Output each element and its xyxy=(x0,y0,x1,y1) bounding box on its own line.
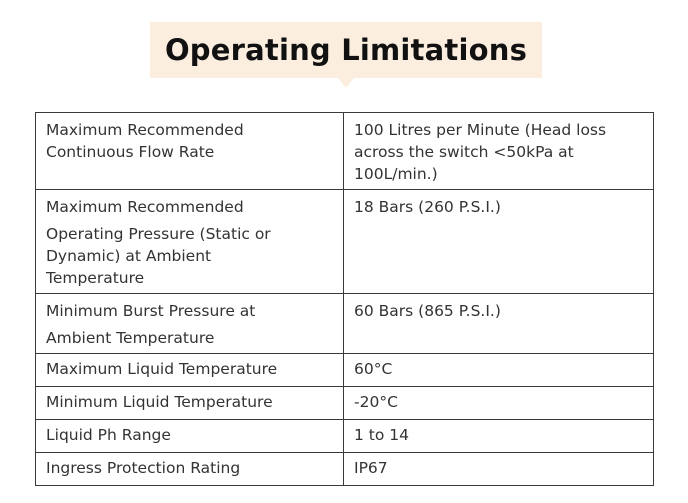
parameter-text: Maximum Recommended xyxy=(46,121,244,139)
table-row: Minimum Liquid Temperature -20°C xyxy=(35,386,654,420)
title-banner: Operating Limitations xyxy=(150,22,542,78)
parameter-text: Operating Pressure (Static or xyxy=(46,225,271,243)
parameter-text: Minimum Liquid Temperature xyxy=(46,393,273,411)
value-text: 100 Litres per Minute (Head loss xyxy=(354,121,607,139)
parameter-text: Maximum Liquid Temperature xyxy=(46,360,278,378)
parameter-text: Minimum Burst Pressure at xyxy=(46,302,256,320)
value-text: 60 Bars (865 P.S.I.) xyxy=(354,302,501,320)
parameter-text: Maximum Recommended xyxy=(46,198,244,216)
parameter-cell: Maximum Recommended Operating Pressure (… xyxy=(35,189,344,294)
table-row: Maximum Liquid Temperature 60°C xyxy=(35,353,654,387)
value-cell: 60°C xyxy=(343,353,654,387)
parameter-cell: Liquid Ph Range xyxy=(35,419,344,453)
parameter-cell: Minimum Burst Pressure at Ambient Temper… xyxy=(35,293,344,354)
value-text: 60°C xyxy=(354,360,393,378)
value-cell: 18 Bars (260 P.S.I.) xyxy=(343,189,654,294)
parameter-text: Liquid Ph Range xyxy=(46,426,171,444)
page-title: Operating Limitations xyxy=(164,33,528,67)
operating-limitations-table: Maximum Recommended Continuous Flow Rate… xyxy=(35,112,654,486)
parameter-text: Continuous Flow Rate xyxy=(46,143,215,161)
value-cell: 1 to 14 xyxy=(343,419,654,453)
parameter-text: Ambient Temperature xyxy=(46,329,215,347)
parameter-text: Dynamic) at Ambient xyxy=(46,247,212,265)
value-text: IP67 xyxy=(354,459,388,477)
table-row: Liquid Ph Range 1 to 14 xyxy=(35,419,654,453)
table-row: Minimum Burst Pressure at Ambient Temper… xyxy=(35,293,654,354)
value-text: 1 to 14 xyxy=(354,426,409,444)
value-cell: 60 Bars (865 P.S.I.) xyxy=(343,293,654,354)
parameter-cell: Minimum Liquid Temperature xyxy=(35,386,344,420)
parameter-cell: Ingress Protection Rating xyxy=(35,452,344,486)
title-pointer xyxy=(338,78,354,88)
value-cell: IP67 xyxy=(343,452,654,486)
value-text: across the switch <50kPa at xyxy=(354,143,574,161)
table-row: Maximum Recommended Operating Pressure (… xyxy=(35,189,654,294)
table-row: Maximum Recommended Continuous Flow Rate… xyxy=(35,112,654,190)
value-cell: 100 Litres per Minute (Head loss across … xyxy=(343,112,654,190)
value-text: -20°C xyxy=(354,393,398,411)
parameter-cell: Maximum Liquid Temperature xyxy=(35,353,344,387)
parameter-cell: Maximum Recommended Continuous Flow Rate xyxy=(35,112,344,190)
table-row: Ingress Protection Rating IP67 xyxy=(35,452,654,486)
parameter-text: Ingress Protection Rating xyxy=(46,459,241,477)
value-text: 18 Bars (260 P.S.I.) xyxy=(354,198,501,216)
parameter-text: Temperature xyxy=(46,269,145,287)
value-cell: -20°C xyxy=(343,386,654,420)
value-text: 100L/min.) xyxy=(354,165,438,183)
